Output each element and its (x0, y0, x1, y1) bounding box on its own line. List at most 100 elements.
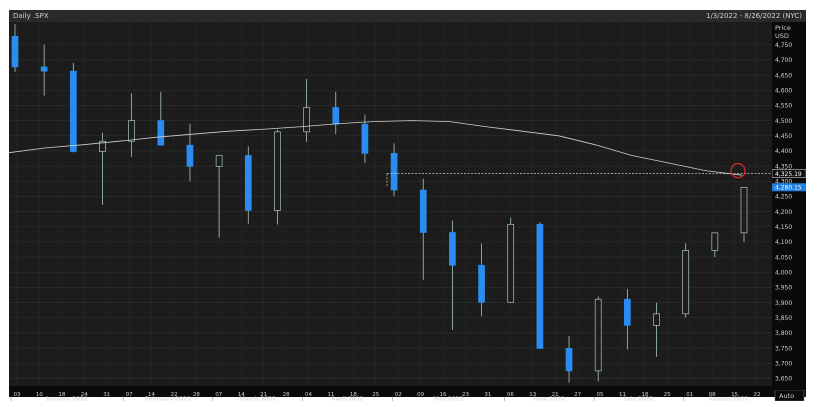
y-tick-label: 4,450 (775, 133, 792, 140)
y-tick-label: 4,750 (775, 42, 792, 49)
x-tick-label: 07 (215, 392, 222, 398)
price-axis[interactable]: Price USD 3,650 3,700 3,750 3,800 3,850 3,900… (771, 22, 807, 386)
candle-body[interactable] (128, 120, 135, 142)
x-tick-label: 02 (395, 392, 402, 398)
moving-average-line (8, 120, 743, 176)
y-tick-label: 4,000 (775, 269, 792, 276)
x-tick-label: 22 (170, 392, 177, 398)
candle-body[interactable] (40, 66, 48, 72)
candle-body[interactable] (565, 348, 573, 372)
x-tick-label: 21 (552, 392, 559, 398)
x-tick-label: 08 (709, 392, 716, 398)
candle-body[interactable] (215, 155, 223, 167)
candle-body[interactable] (390, 152, 398, 191)
x-tick-label: 16 (440, 392, 447, 398)
y-tick-label: 4,700 (775, 57, 792, 64)
candle-body[interactable] (536, 223, 544, 349)
x-tick-label: 11 (619, 392, 626, 398)
candle-body[interactable] (653, 313, 660, 326)
x-tick-label: 11 (327, 392, 334, 398)
x-tick-label: 06 (507, 392, 514, 398)
price-chart[interactable] (8, 22, 772, 386)
candle-body[interactable] (711, 232, 719, 251)
candle-body[interactable] (449, 232, 456, 266)
x-tick-label: 23 (462, 392, 469, 398)
candle-body[interactable] (303, 107, 310, 133)
candle-body[interactable] (186, 144, 194, 167)
candle-body[interactable] (11, 35, 19, 68)
x-tick-label: 28 (283, 392, 290, 398)
candle-body[interactable] (419, 189, 427, 233)
x-tick-label: 21 (260, 392, 267, 398)
date-range[interactable]: 1/3/2022 - 8/26/2022 (NYC) (705, 12, 802, 20)
x-tick-label: 25 (664, 392, 671, 398)
y-tick-label: 4,600 (775, 87, 792, 94)
highlight-circle (730, 163, 746, 179)
x-tick-label: 14 (148, 392, 155, 398)
month-label: May 2022 (433, 397, 463, 401)
y-tick-label: 4,350 (775, 163, 792, 170)
x-tick-label: 04 (305, 392, 312, 398)
x-tick-label: 01 (686, 392, 693, 398)
candle-body[interactable] (332, 107, 340, 125)
plot-area[interactable] (8, 22, 772, 386)
month-label: January 2022 (45, 397, 88, 401)
month-label: February 2022 (145, 397, 191, 401)
x-tick-label: 14 (238, 392, 245, 398)
x-tick-label: 03 (14, 392, 21, 398)
y-tick-label: 3,700 (775, 360, 792, 367)
x-tick-label: 05 (597, 392, 604, 398)
month-label: April 2022 (331, 397, 364, 401)
chart-window: Daily .SPX 1/3/2022 - 8/26/2022 (NYC) Pr… (8, 10, 807, 403)
y-tick-label: 4,100 (775, 239, 792, 246)
reference-price-label: 4,325.19 (775, 171, 802, 178)
x-tick-label: 31 (484, 392, 491, 398)
month-label: August 2022 (709, 397, 749, 401)
time-axis[interactable]: 03 10 18 24 31 07 14 22 28 07 14 21 28 04 11 18 25 02 09 16… (9, 386, 806, 403)
x-tick-label: 10 (36, 392, 43, 398)
month-label: June 2022 (533, 397, 565, 401)
chart-header: Daily .SPX 1/3/2022 - 8/26/2022 (NYC) (9, 10, 806, 22)
y-tick-label: 4,250 (775, 194, 792, 201)
x-tick-label: 31 (103, 392, 110, 398)
candle-body[interactable] (99, 140, 106, 152)
y-tick-label: 4,550 (775, 103, 792, 110)
x-tick-label: 28 (193, 392, 200, 398)
x-tick-label: 07 (126, 392, 133, 398)
y-tick-label: 4,500 (775, 118, 792, 125)
y-tick-label: 3,850 (775, 315, 792, 322)
candle-body[interactable] (69, 70, 77, 152)
x-tick-label: 18 (350, 392, 357, 398)
y-tick-label: 4,200 (775, 209, 792, 216)
candle-body[interactable] (740, 186, 748, 234)
candle-body[interactable] (244, 155, 252, 211)
month-label: March 2022 (239, 397, 276, 401)
candle-body[interactable] (274, 131, 281, 211)
y-tick-label: 3,800 (775, 330, 792, 337)
x-tick-label: 13 (529, 392, 536, 398)
y-tick-label: 4,650 (775, 72, 792, 79)
x-tick-label: 18 (641, 392, 648, 398)
x-tick-label: 27 (574, 392, 581, 398)
candle-body[interactable] (478, 264, 485, 303)
last-price-label: 4,280.15 (775, 185, 802, 192)
x-tick-label: 25 (372, 392, 379, 398)
candle-body[interactable] (507, 223, 515, 303)
candle-body[interactable] (157, 120, 165, 146)
y-tick-label: 4,300 (775, 178, 792, 185)
x-tick-label: 09 (417, 392, 424, 398)
candle-body[interactable] (594, 298, 602, 372)
currency-label: USD (775, 32, 789, 40)
scale-mode-label[interactable]: Auto (779, 392, 794, 400)
y-tick-label: 3,900 (775, 300, 792, 307)
y-tick-label: 4,150 (775, 224, 792, 231)
y-tick-label: 4,400 (775, 148, 792, 155)
candle-body[interactable] (361, 123, 369, 154)
chart-title: Daily .SPX (13, 12, 49, 20)
y-tick-label: 3,650 (775, 376, 792, 383)
candle-body[interactable] (624, 298, 631, 326)
x-tick-label: 18 (58, 392, 65, 398)
month-label: July 2022 (623, 397, 653, 401)
x-tick-label: 24 (81, 392, 88, 398)
candle-body[interactable] (682, 250, 690, 315)
